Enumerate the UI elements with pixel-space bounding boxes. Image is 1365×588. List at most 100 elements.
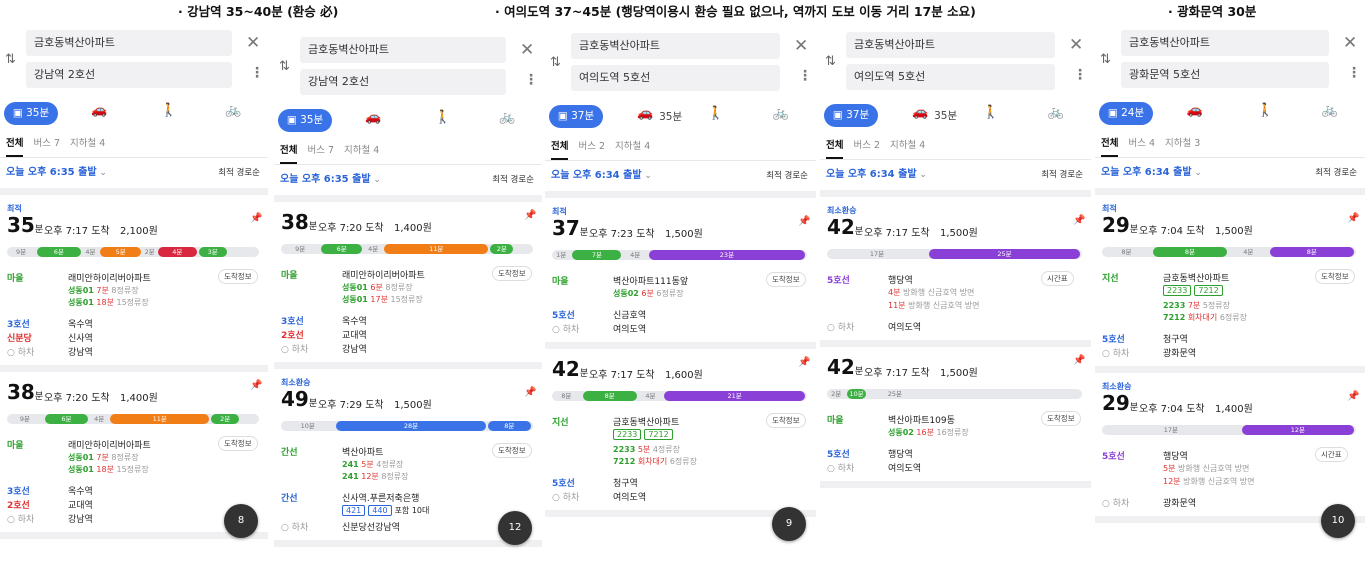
more-icon[interactable]: ⋮ xyxy=(1347,65,1361,81)
more-icon[interactable]: ⋮ xyxy=(1073,67,1087,83)
route-card[interactable]: 38분 오후 7:20 도착 1,400원 📌 9분 6분 4분 11분 2분 마을 래미안하이리버… xyxy=(274,202,542,362)
route-card[interactable]: 최소환승 49분 오후 7:29 도착 1,500원 📌 10분 28분 8분 간선 벽산아파트 도… xyxy=(274,369,542,540)
tab-bus[interactable]: 버스 2 xyxy=(853,140,881,151)
pin-icon[interactable]: 📌 xyxy=(1073,355,1086,366)
car-icon[interactable]: 🚗 xyxy=(91,103,108,118)
destination-input[interactable]: 여의도역 5호선 xyxy=(846,64,1055,90)
arrival-info-button[interactable]: 도착정보 xyxy=(1041,411,1081,426)
more-icon[interactable]: ⋮ xyxy=(524,72,538,88)
bike-icon[interactable]: 🚲 xyxy=(772,106,789,121)
route-card[interactable]: 최소환승 42분 오후 7:17 도착 1,500원 📌 17분 25분 5호선 행당역 시간표 4… xyxy=(820,197,1091,340)
destination-input[interactable]: 광화문역 5호선 xyxy=(1121,62,1329,88)
mode-transit-chip[interactable]: ▣ 35분 xyxy=(4,102,58,125)
more-icon[interactable]: ⋮ xyxy=(250,65,264,81)
sort-select[interactable]: 최적 경로순 xyxy=(1315,168,1357,178)
pin-icon[interactable]: 📌 xyxy=(524,210,537,221)
pin-icon[interactable]: 📌 xyxy=(1347,391,1360,402)
origin-input[interactable]: 금호동벽산아파트 xyxy=(846,32,1055,58)
departure-time[interactable]: 오늘 오후 6:35 출발 xyxy=(6,167,97,178)
close-icon[interactable]: ✕ xyxy=(1069,35,1084,55)
more-icon[interactable]: ⋮ xyxy=(798,68,812,84)
route-card[interactable]: 최적 29분 오후 7:04 도착 1,500원 📌 8분 8분 4분 8분 지선 금호동벽산아파트… xyxy=(1095,195,1365,366)
mode-transit-chip[interactable]: ▣ 37분 xyxy=(549,105,603,128)
car-icon[interactable]: 🚗 xyxy=(637,106,654,121)
tab-all[interactable]: 전체 xyxy=(6,138,24,157)
tab-all[interactable]: 전체 xyxy=(551,141,569,160)
arrival-info-button[interactable]: 도착정보 xyxy=(766,272,806,287)
refresh-button[interactable]: 9 xyxy=(772,507,806,541)
departure-time[interactable]: 오늘 오후 6:34 출발 xyxy=(551,170,642,181)
walk-icon[interactable]: 🚶 xyxy=(160,103,177,118)
pin-icon[interactable]: 📌 xyxy=(1073,215,1086,226)
walk-icon[interactable]: 🚶 xyxy=(982,105,999,120)
walk-icon[interactable]: 🚶 xyxy=(434,110,451,125)
origin-input[interactable]: 금호동벽산아파트 xyxy=(1121,30,1329,56)
mode-transit-chip[interactable]: ▣ 35분 xyxy=(278,109,332,132)
pin-icon[interactable]: 📌 xyxy=(250,380,263,391)
chevron-down-icon[interactable]: ⌄ xyxy=(1191,168,1202,178)
sort-select[interactable]: 최적 경로순 xyxy=(492,175,534,185)
departure-time[interactable]: 오늘 오후 6:34 출발 xyxy=(826,169,917,180)
car-icon[interactable]: 🚗 xyxy=(365,110,382,125)
arrival-info-button[interactable]: 도착정보 xyxy=(492,266,532,281)
swap-icon[interactable]: ⇅ xyxy=(825,54,836,69)
arrival-info-button[interactable]: 도착정보 xyxy=(492,443,532,458)
chevron-down-icon[interactable]: ⌄ xyxy=(641,171,652,181)
bus-tag[interactable]: 440 xyxy=(368,505,392,516)
departure-time[interactable]: 오늘 오후 6:35 출발 xyxy=(280,174,371,185)
route-card[interactable]: 최소환승 29분 오후 7:04 도착 1,400원 📌 17분 12분 5호선 행당역 시간표 5… xyxy=(1095,373,1365,516)
tab-subway[interactable]: 지하철 3 xyxy=(1165,138,1201,149)
origin-input[interactable]: 금호동벽산아파트 xyxy=(300,37,506,63)
refresh-button[interactable]: 8 xyxy=(224,504,258,538)
arrival-info-button[interactable]: 도착정보 xyxy=(766,413,806,428)
tab-all[interactable]: 전체 xyxy=(826,140,844,159)
bike-icon[interactable]: 🚲 xyxy=(1047,105,1064,120)
tab-all[interactable]: 전체 xyxy=(1101,138,1119,157)
tab-bus[interactable]: 버스 7 xyxy=(33,138,61,149)
pin-icon[interactable]: 📌 xyxy=(524,387,537,398)
bus-tag[interactable]: 2233 xyxy=(613,429,642,440)
mode-transit-chip[interactable]: ▣ 24분 xyxy=(1099,102,1153,125)
car-icon[interactable]: 🚗 xyxy=(1186,103,1203,118)
mode-transit-chip[interactable]: ▣ 37분 xyxy=(824,104,878,127)
tab-subway[interactable]: 지하철 4 xyxy=(615,141,651,152)
refresh-button[interactable]: 10 xyxy=(1321,504,1355,538)
route-card[interactable]: 최적 37분 오후 7:23 도착 1,500원 📌 1분 7분 4분 23분 마을 벽산아파트11… xyxy=(545,198,816,342)
origin-input[interactable]: 금호동벽산아파트 xyxy=(571,33,780,59)
bus-tag[interactable]: 7212 xyxy=(1194,285,1223,296)
car-icon[interactable]: 🚗 xyxy=(912,105,929,120)
tab-bus[interactable]: 버스 4 xyxy=(1128,138,1156,149)
bike-icon[interactable]: 🚲 xyxy=(1321,103,1338,118)
close-icon[interactable]: ✕ xyxy=(794,36,809,56)
pin-icon[interactable]: 📌 xyxy=(798,216,811,227)
tab-subway[interactable]: 지하철 4 xyxy=(70,138,106,149)
pin-icon[interactable]: 📌 xyxy=(250,213,263,224)
sort-select[interactable]: 최적 경로순 xyxy=(1041,170,1083,180)
sort-select[interactable]: 최적 경로순 xyxy=(766,171,808,181)
destination-input[interactable]: 강남역 2호선 xyxy=(300,69,506,95)
swap-icon[interactable]: ⇅ xyxy=(279,59,290,74)
bus-tag[interactable]: 7212 xyxy=(644,429,673,440)
chevron-down-icon[interactable]: ⌄ xyxy=(916,170,927,180)
route-card[interactable]: 최적 35분 오후 7:17 도착 2,100원 📌 9분 6분 4분 5분 2분 4분 3분 마을 래미… xyxy=(0,195,268,365)
bus-tag[interactable]: 421 xyxy=(342,505,366,516)
pin-icon[interactable]: 📌 xyxy=(1347,213,1360,224)
chevron-down-icon[interactable]: ⌄ xyxy=(370,175,381,185)
walk-icon[interactable]: 🚶 xyxy=(1257,103,1274,118)
tab-bus[interactable]: 버스 2 xyxy=(578,141,606,152)
timetable-button[interactable]: 시간표 xyxy=(1315,447,1348,462)
departure-time[interactable]: 오늘 오후 6:34 출발 xyxy=(1101,167,1192,178)
swap-icon[interactable]: ⇅ xyxy=(1100,52,1111,67)
sort-select[interactable]: 최적 경로순 xyxy=(218,168,260,178)
walk-icon[interactable]: 🚶 xyxy=(707,106,724,121)
bus-tag[interactable]: 2233 xyxy=(1163,285,1192,296)
close-icon[interactable]: ✕ xyxy=(246,33,261,53)
route-card[interactable]: 38분 오후 7:20 도착 1,400원 📌 9분 6분 4분 11분 2분 마을 래미안하이리버… xyxy=(0,372,268,532)
destination-input[interactable]: 강남역 2호선 xyxy=(26,62,232,88)
swap-icon[interactable]: ⇅ xyxy=(550,55,561,70)
destination-input[interactable]: 여의도역 5호선 xyxy=(571,65,780,91)
tab-all[interactable]: 전체 xyxy=(280,145,298,164)
chevron-down-icon[interactable]: ⌄ xyxy=(96,168,107,178)
timetable-button[interactable]: 시간표 xyxy=(1041,271,1074,286)
arrival-info-button[interactable]: 도착정보 xyxy=(218,436,258,451)
